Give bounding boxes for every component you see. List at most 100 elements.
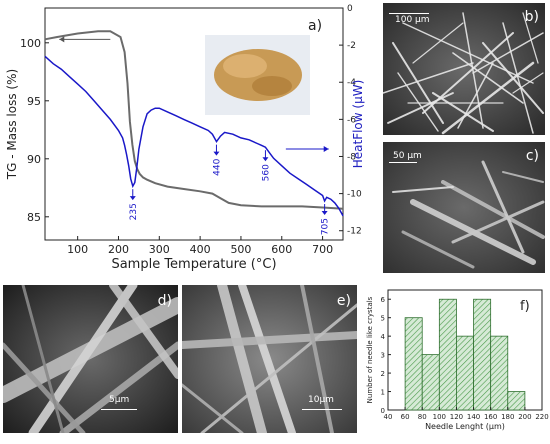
y-right-tick-label: 0 <box>347 4 353 14</box>
panel-f-histogram: 40 60 80 100 120 140 160 180 200 220 0 1 2 3 4 5 6 Needle… <box>360 280 550 440</box>
needle-crystal <box>21 285 65 433</box>
panel-b-label: b) <box>524 9 539 25</box>
needle-crystal <box>392 42 444 124</box>
y-tick-label: 2 <box>381 370 385 378</box>
scale-bar-e <box>302 409 342 410</box>
x-tick-label: 100 <box>67 243 88 256</box>
powder-shadow <box>252 76 292 96</box>
needle-crystal <box>481 160 525 254</box>
needle-crystal <box>502 171 544 183</box>
sem-needles-c <box>383 142 545 273</box>
scale-label-e: 10μm <box>308 395 334 405</box>
x-axis-label: Needle Lenght (μm) <box>425 422 505 431</box>
y-right-tick-label: -8 <box>347 152 356 162</box>
x-tick-label: 140 <box>467 413 480 421</box>
y-tick-label: 4 <box>381 333 386 341</box>
histogram-bar <box>404 317 423 411</box>
needle-crystal <box>200 303 357 433</box>
peak-arrowhead <box>262 157 269 162</box>
needle-crystal <box>397 72 439 132</box>
x-tick-label: 700 <box>312 243 333 256</box>
x-tick-label: 200 <box>108 243 129 256</box>
scale-label-b: 100 μm <box>395 15 430 25</box>
peak-label: 235 <box>129 203 139 220</box>
x-tick-label: 180 <box>501 413 514 421</box>
histogram-svg: 40 60 80 100 120 140 160 180 200 220 0 1 2 3 4 5 6 Needle… <box>366 289 549 431</box>
needle-crystal <box>441 180 545 239</box>
needle-crystal <box>28 285 138 433</box>
y-left-tick-label: 95 <box>27 95 41 108</box>
scale-label-c: 50 μm <box>393 151 422 161</box>
needle-crystal <box>182 331 357 349</box>
needle-crystal <box>3 342 86 433</box>
peak-arrowhead <box>321 211 328 216</box>
y-right-tick-label: -10 <box>347 190 362 200</box>
x-tick-label: 600 <box>271 243 292 256</box>
needle-crystal <box>402 22 534 84</box>
panel-e-sem-image: e) 10μm <box>182 285 357 433</box>
sem-needles-b <box>383 3 545 135</box>
x-tick-label: 120 <box>450 413 463 421</box>
tga-chart-svg: 100 200 300 400 500 600 700 85 90 95 100 0 -2 -4 -6 -8 -… <box>5 4 365 272</box>
needle-crystal <box>238 285 296 433</box>
y-right-axis-label: HeatFlow (μW) <box>351 80 365 169</box>
histogram-bar <box>490 335 509 411</box>
y-left-axis-label: TG - Mass loss (%) <box>5 69 19 180</box>
x-tick-label: 60 <box>401 413 410 421</box>
panel-a-tga-chart: 100 200 300 400 500 600 700 85 90 95 100 0 -2 -4 -6 -8 -… <box>0 0 370 275</box>
powder-highlight <box>223 54 267 78</box>
y-tick-label: 6 <box>381 296 386 304</box>
x-tick-label: 500 <box>230 243 251 256</box>
histogram-bar <box>438 298 457 411</box>
sem-needles-d <box>3 285 178 433</box>
y-tick-label: 5 <box>381 315 385 323</box>
panel-c-sem-image: c) 50 μm <box>383 142 545 273</box>
needle-crystal <box>462 12 484 129</box>
plot-frame <box>44 7 344 241</box>
peak-arrowhead <box>213 151 220 156</box>
needle-crystal <box>451 200 545 244</box>
heatflow-line <box>44 55 344 217</box>
needle-crystal <box>432 92 494 132</box>
needle-crystal <box>217 285 267 433</box>
panel-f-label: f) <box>520 299 530 314</box>
y-left-tick-label: 90 <box>27 153 41 166</box>
y-tick-label: 3 <box>381 352 385 360</box>
needle-crystal <box>441 61 535 135</box>
needle-crystal <box>412 22 464 64</box>
peak-label: 705 <box>321 218 331 235</box>
needle-crystal <box>392 186 454 193</box>
needle-crystal <box>452 52 524 104</box>
sem-needles-e <box>182 285 357 433</box>
scale-bar-c <box>389 162 417 163</box>
needle-crystal <box>59 341 178 433</box>
panel-a-label: a) <box>308 18 322 34</box>
needle-crystal <box>383 62 474 94</box>
x-tick-label: 400 <box>190 243 211 256</box>
histogram-bar <box>507 391 526 411</box>
scale-label-d: 5μm <box>109 395 130 405</box>
inset-photo <box>205 35 310 115</box>
needle-crystal <box>300 285 334 433</box>
panel-e-label: e) <box>336 293 351 309</box>
x-tick-label: 220 <box>535 413 548 421</box>
y-right-tick-label: -6 <box>347 115 356 125</box>
x-tick-label: 40 <box>384 413 393 421</box>
needle-crystal <box>182 383 244 433</box>
peak-label: 440 <box>212 158 222 175</box>
needle-crystal <box>482 42 544 114</box>
y-axis-label: Number of needle like crystals <box>366 296 374 403</box>
histogram-bar <box>473 298 492 411</box>
y-right-tick-label: -12 <box>347 227 362 237</box>
needle-crystal <box>522 12 539 64</box>
y-right-tick-label: -4 <box>347 78 356 88</box>
needle-crystal <box>457 62 494 129</box>
scale-bar-b <box>389 13 429 14</box>
x-axis-label: Sample Temperature (°C) <box>111 257 276 272</box>
x-tick-label: 80 <box>418 413 427 421</box>
peak-arrowhead <box>129 196 136 201</box>
panel-d-sem-image: d) 5μm <box>3 285 178 433</box>
y-tick-label: 0 <box>381 407 385 415</box>
x-tick-label: 300 <box>149 243 170 256</box>
needle-crystal <box>401 230 475 269</box>
